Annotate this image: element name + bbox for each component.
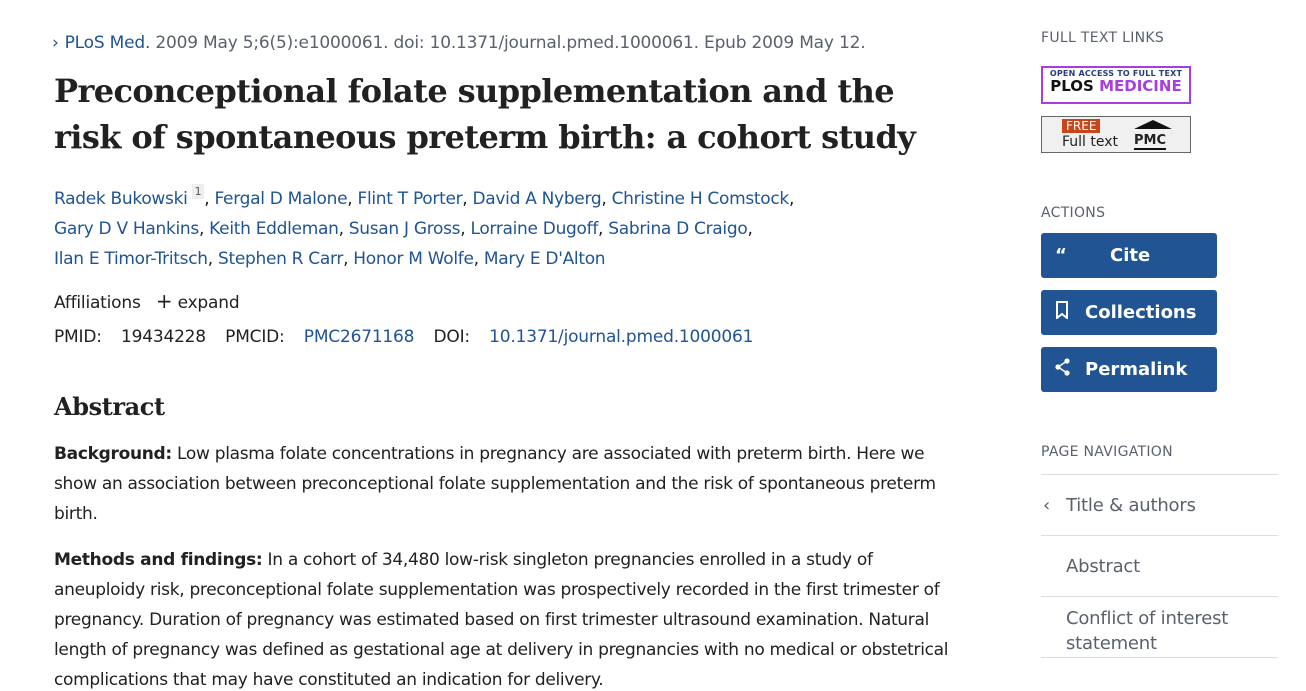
nav-title-authors[interactable]: ‹ Title & authors	[1041, 475, 1278, 536]
page-navigation-heading: PAGE NAVIGATION	[1041, 444, 1173, 460]
author-link[interactable]: Lorraine Dugoff	[470, 219, 599, 239]
author-link[interactable]: Keith Eddleman	[209, 219, 339, 239]
author-link[interactable]: Gary D V Hankins	[54, 219, 199, 239]
expand-affiliations-button[interactable]: + expand	[155, 289, 240, 313]
affiliations-label: Affiliations	[54, 293, 141, 313]
plos-medicine-link[interactable]: OPEN ACCESS TO FULL TEXT PLOS MEDICINE	[1041, 66, 1191, 104]
pmc-free-full-text-link[interactable]: FREE Full text PMC	[1041, 116, 1191, 153]
abstract-methods: Methods and findings: In a cohort of 34,…	[54, 550, 949, 690]
journal-link[interactable]: PLoS Med.	[64, 33, 151, 53]
abstract-heading: Abstract	[54, 392, 165, 421]
page-title: Preconceptional folate supplementation a…	[54, 72, 916, 156]
collections-button[interactable]: Collections	[1041, 290, 1217, 335]
identifiers: PMID: 19434228 PMCID: PMC2671168 DOI: 10…	[54, 327, 754, 347]
sidebar: FULL TEXT LINKS OPEN ACCESS TO FULL TEXT…	[1041, 30, 1278, 658]
author-link[interactable]: Flint T Porter	[357, 189, 463, 209]
permalink-button[interactable]: Permalink	[1041, 347, 1217, 392]
affiliations: Affiliations + expand	[54, 288, 954, 316]
author-link[interactable]: Christine H Comstock	[611, 189, 790, 209]
author-link[interactable]: Ilan E Timor-Tritsch	[54, 249, 208, 269]
cite-button[interactable]: “Cite	[1041, 233, 1217, 278]
share-icon	[1055, 358, 1085, 381]
author-link[interactable]: Radek Bukowski	[54, 189, 188, 209]
author-link[interactable]: Honor M Wolfe	[353, 249, 474, 269]
abstract-background: Background: Low plasma folate concentrat…	[54, 444, 936, 524]
citation-details: 2009 May 5;6(5):e1000061. doi: 10.1371/j…	[155, 33, 866, 53]
pmcid-link[interactable]: PMC2671168	[303, 327, 415, 347]
affiliation-number[interactable]: 1	[191, 184, 205, 199]
full-text-links-heading: FULL TEXT LINKS	[1041, 30, 1165, 46]
pmc-building-icon	[1134, 120, 1172, 129]
article: › PLoS Med. 2009 May 5;6(5):e1000061. doi…	[52, 30, 954, 691]
nav-abstract[interactable]: Abstract	[1041, 536, 1278, 597]
author-link[interactable]: Stephen R Carr	[217, 249, 344, 269]
nav-conflict-of-interest[interactable]: Conflict of interest statement	[1041, 597, 1278, 658]
chevron-right-icon[interactable]: ›	[52, 33, 59, 53]
actions-heading: ACTIONS	[1041, 205, 1106, 221]
bookmark-icon	[1055, 301, 1085, 324]
chevron-left-icon: ‹	[1043, 494, 1050, 516]
author-link[interactable]: Sabrina D Craigo	[608, 219, 748, 239]
citation: › PLoS Med. 2009 May 5;6(5):e1000061. doi…	[52, 30, 954, 56]
plus-icon: +	[155, 289, 173, 313]
pmid: 19434228	[120, 327, 206, 347]
doi-link[interactable]: 10.1371/journal.pmed.1000061	[489, 327, 754, 347]
page-navigation: ‹ Title & authors Abstract Conflict of in…	[1041, 474, 1278, 658]
author-list: Radek Bukowski 1, Fergal D Malone, Flint …	[54, 184, 795, 269]
author-link[interactable]: Susan J Gross	[348, 219, 461, 239]
author-link[interactable]: David A Nyberg	[472, 189, 602, 209]
author-link[interactable]: Mary E D'Alton	[483, 249, 606, 269]
author-link[interactable]: Fergal D Malone	[214, 189, 348, 209]
quote-icon: “	[1055, 245, 1067, 266]
